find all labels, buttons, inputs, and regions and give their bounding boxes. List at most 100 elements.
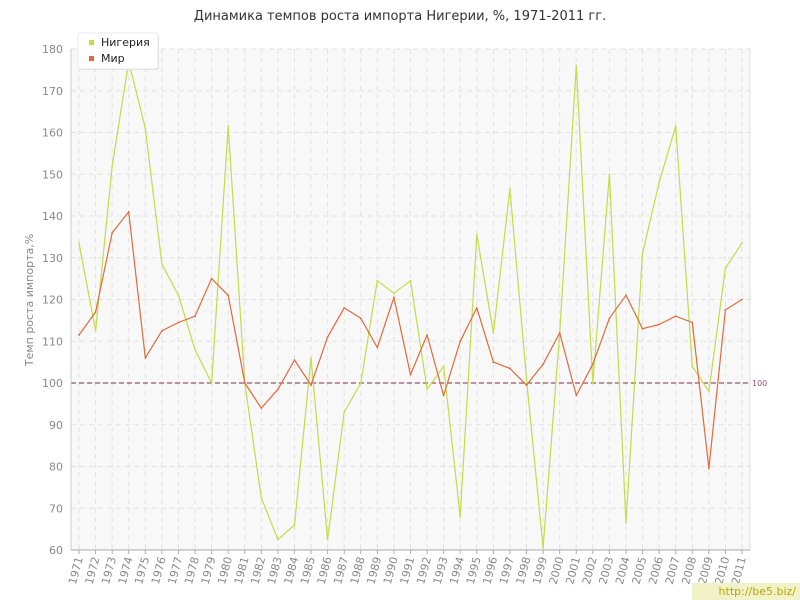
- data-point: [277, 538, 279, 541]
- data-point: [210, 277, 213, 280]
- data-point: [575, 394, 578, 397]
- y-tick-label: 140: [42, 210, 63, 223]
- y-tick-label: 120: [42, 294, 63, 307]
- data-point: [160, 329, 163, 332]
- data-point: [674, 125, 677, 128]
- data-point: [625, 521, 627, 524]
- y-axis-label: Темп роста импорта,%: [23, 234, 36, 367]
- data-point: [426, 334, 428, 336]
- data-point: [376, 279, 379, 282]
- data-point: [741, 242, 743, 245]
- data-point: [111, 165, 114, 167]
- data-point: [724, 309, 727, 311]
- data-point: [525, 384, 528, 386]
- data-point: [144, 127, 147, 130]
- data-point: [741, 298, 743, 301]
- data-point: [591, 363, 594, 366]
- data-point: [177, 321, 180, 324]
- data-point: [509, 367, 511, 370]
- data-point: [227, 125, 230, 128]
- data-point: [459, 340, 462, 343]
- data-point: [658, 181, 661, 184]
- legend-box: [77, 32, 159, 70]
- data-point: [78, 334, 80, 336]
- data-point: [111, 231, 114, 234]
- data-point: [591, 382, 594, 384]
- data-point: [94, 311, 97, 313]
- y-tick-label: 170: [42, 85, 63, 98]
- legend: Нигерия Мир: [77, 32, 159, 70]
- data-point: [194, 315, 196, 318]
- y-tick-label: 90: [49, 419, 63, 432]
- data-point: [376, 346, 379, 349]
- data-point: [243, 382, 246, 384]
- data-point: [724, 267, 727, 270]
- y-tick-label: 80: [49, 461, 63, 474]
- data-point: [127, 210, 130, 213]
- data-point: [293, 524, 296, 526]
- data-point: [260, 407, 263, 409]
- y-tick-label: 130: [42, 252, 63, 265]
- data-point: [94, 329, 97, 332]
- data-point: [343, 306, 346, 309]
- legend-label: Мир: [101, 52, 125, 65]
- series-lines: [78, 60, 743, 549]
- data-point: [509, 187, 511, 190]
- data-point: [475, 306, 478, 309]
- y-tick-label: 110: [42, 335, 63, 348]
- data-point: [426, 388, 428, 391]
- data-point: [459, 515, 462, 518]
- data-point: [359, 317, 362, 320]
- data-point: [707, 467, 710, 470]
- data-point: [194, 348, 196, 351]
- data-point: [310, 357, 312, 359]
- data-point: [310, 384, 312, 386]
- data-point: [409, 373, 412, 376]
- data-point: [160, 263, 163, 265]
- data-point: [293, 359, 296, 361]
- data-point: [492, 332, 495, 334]
- reference-line-group: 100: [71, 379, 767, 388]
- y-tick-label: 70: [49, 502, 63, 515]
- data-point: [78, 242, 80, 245]
- data-point: [658, 323, 661, 326]
- data-point: [525, 377, 528, 380]
- data-point: [442, 365, 445, 368]
- data-point: [359, 382, 362, 384]
- legend-swatch: [89, 40, 94, 45]
- y-tick-label: 150: [42, 168, 63, 181]
- chart-title: Динамика темпов роста импорта Нигерии, %…: [193, 9, 607, 24]
- data-point: [326, 538, 329, 541]
- data-point: [691, 365, 694, 368]
- data-point: [707, 390, 710, 393]
- data-point: [210, 382, 213, 384]
- data-point: [641, 327, 644, 330]
- y-tick-label: 100: [42, 377, 63, 390]
- data-point: [641, 252, 644, 255]
- data-point: [442, 394, 445, 397]
- data-point: [625, 294, 627, 297]
- data-point: [608, 173, 611, 176]
- data-point: [558, 332, 561, 334]
- data-point: [227, 294, 230, 297]
- data-point: [608, 317, 611, 320]
- y-tick-label: 160: [42, 127, 63, 140]
- data-point: [674, 315, 677, 318]
- data-point: [144, 357, 147, 359]
- data-point: [475, 233, 478, 236]
- data-point: [691, 321, 694, 324]
- watermark-link[interactable]: http://be5.biz/: [692, 583, 800, 600]
- data-point: [393, 296, 395, 299]
- data-point: [492, 361, 495, 364]
- reference-line-label: 100: [752, 379, 767, 388]
- data-point: [409, 279, 412, 282]
- y-tick-label: 60: [49, 544, 63, 557]
- x-tick-label: 2011: [729, 555, 749, 585]
- data-point: [260, 496, 263, 499]
- legend-label: Нигерия: [101, 36, 150, 49]
- y-tick-label: 180: [42, 43, 63, 56]
- data-point: [542, 547, 544, 549]
- axes: 6070809010011012013014015016017018019711…: [42, 43, 751, 586]
- data-point: [177, 294, 180, 297]
